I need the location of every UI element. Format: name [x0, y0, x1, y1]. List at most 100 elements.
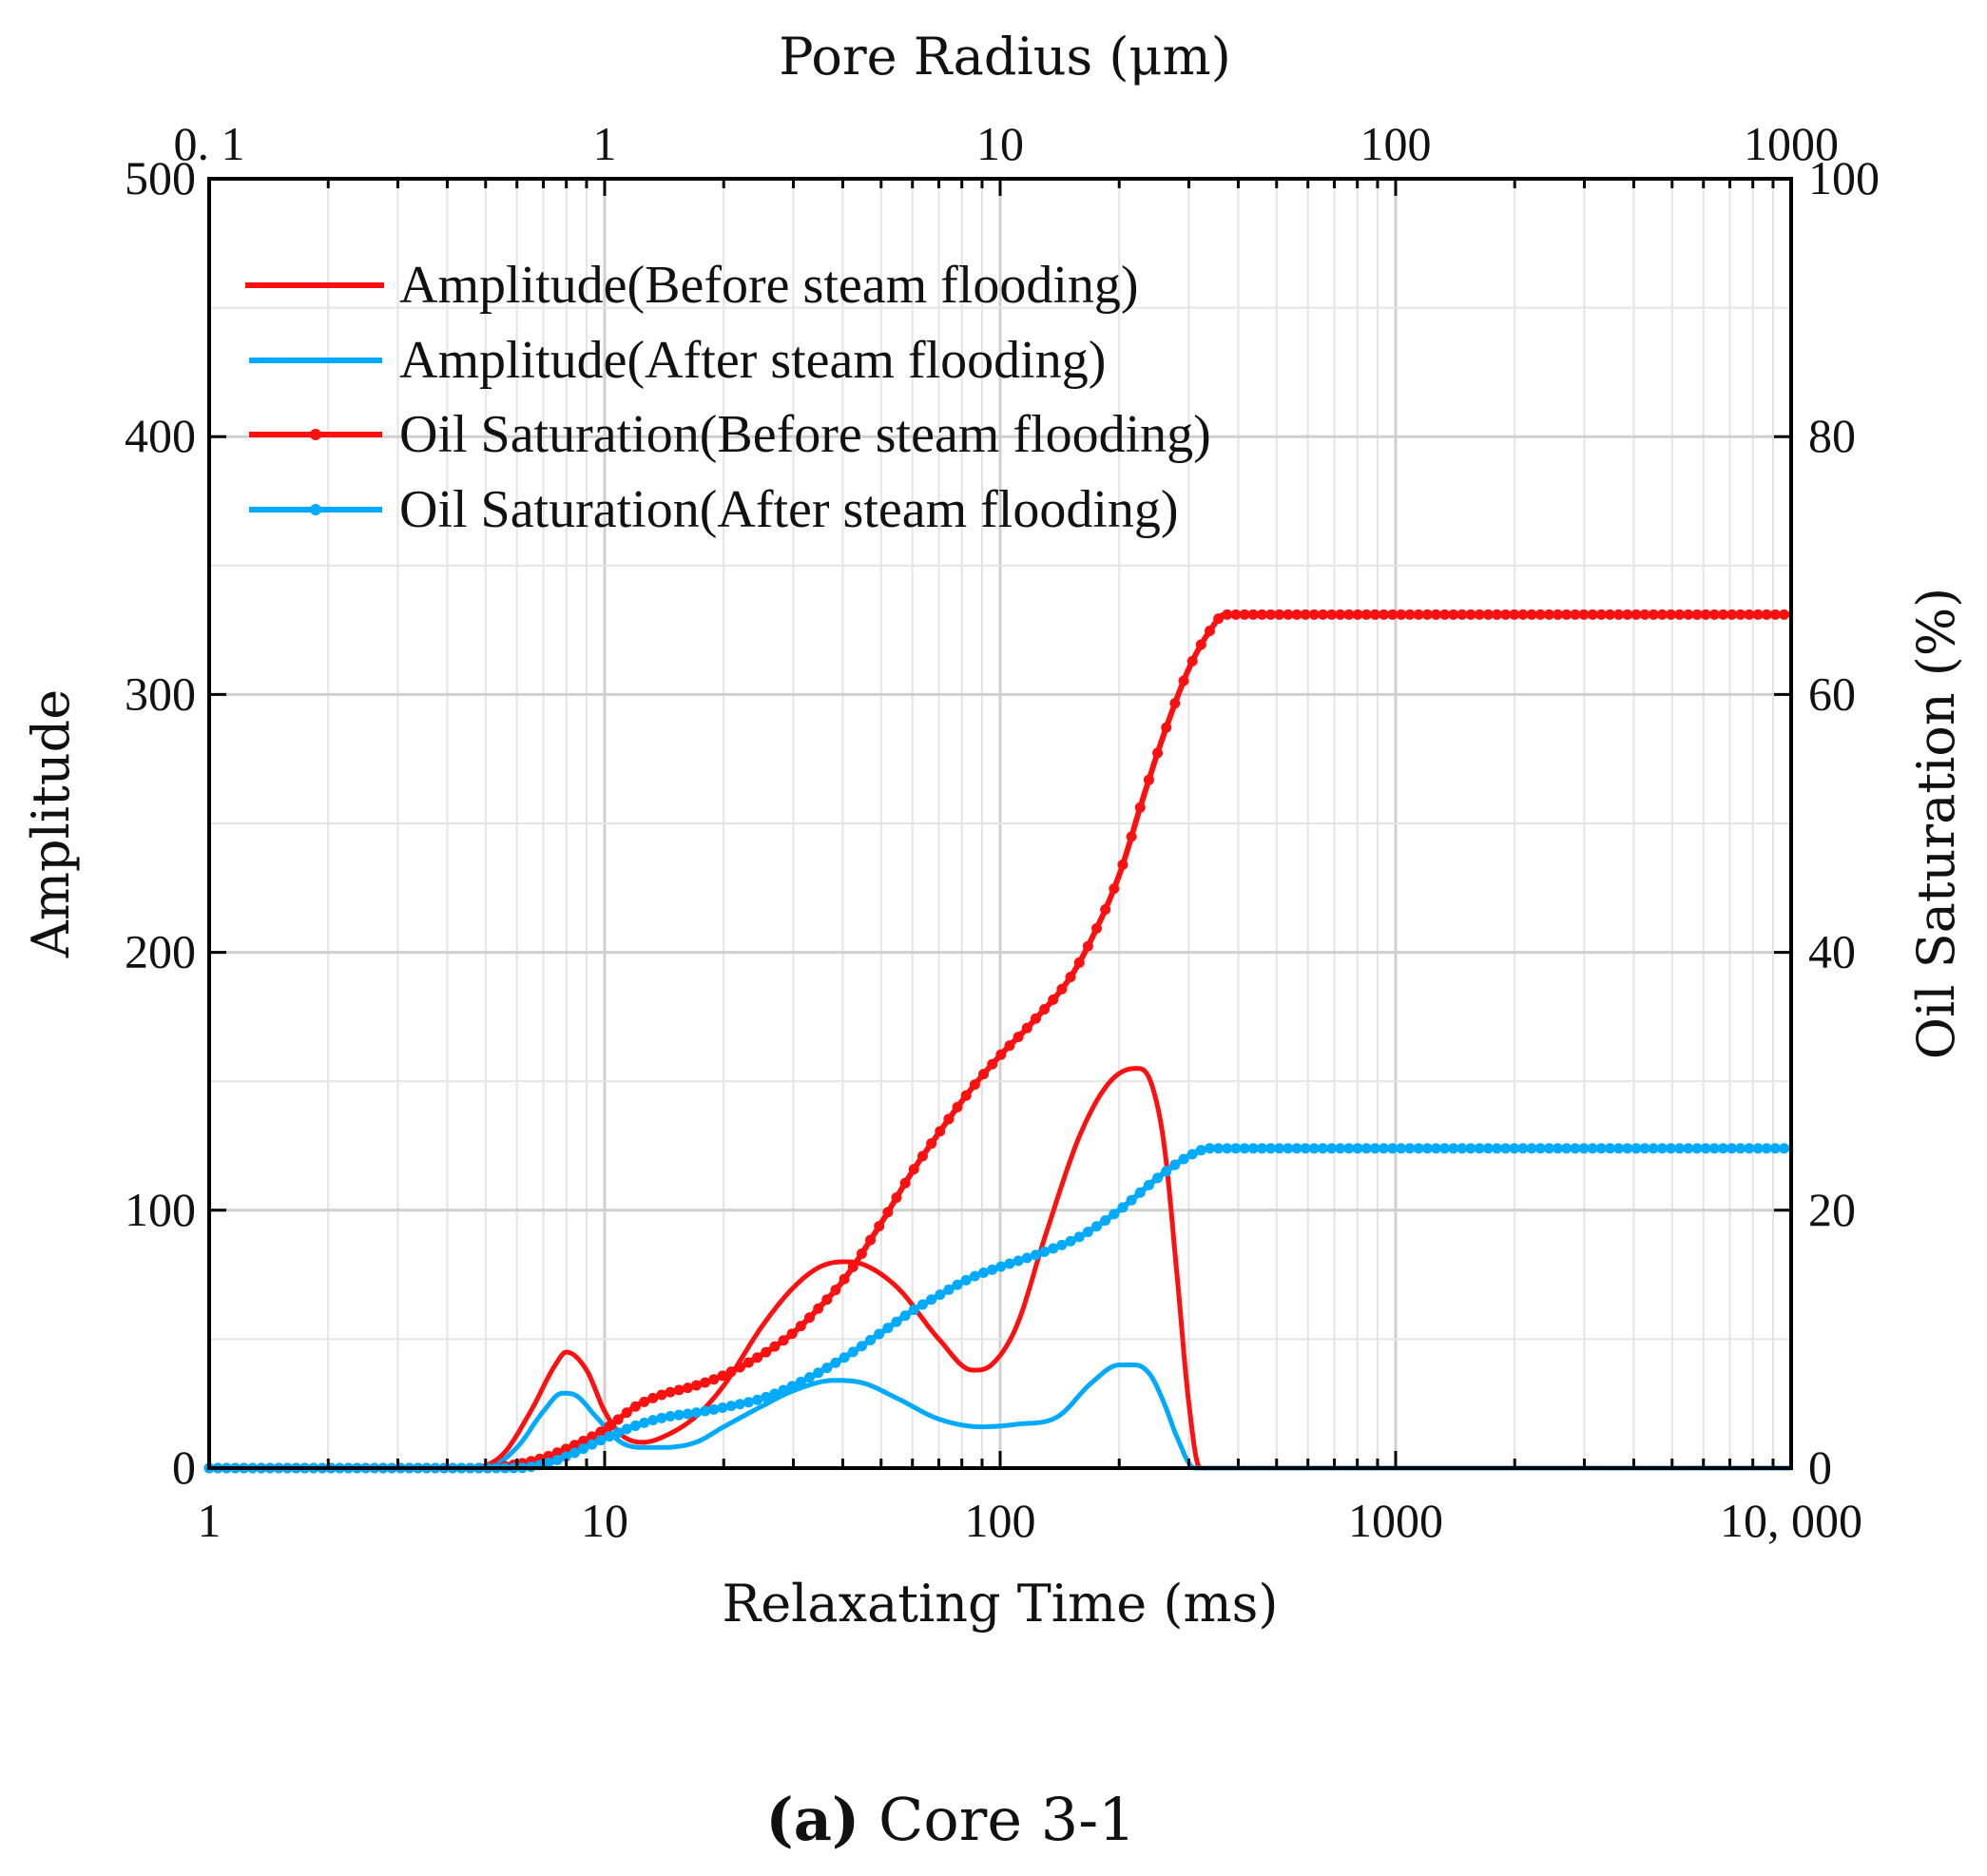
data-point — [1421, 1143, 1433, 1154]
top-axis-title: Pore Radius (μm) — [779, 27, 1231, 87]
data-point — [1553, 609, 1564, 620]
data-point — [995, 1049, 1007, 1060]
data-point — [1700, 609, 1711, 620]
data-point — [1639, 609, 1650, 620]
legend-label: Amplitude(Before steam flooding) — [399, 256, 1139, 315]
data-point — [1274, 609, 1285, 620]
data-point — [1091, 922, 1103, 934]
data-point — [1622, 609, 1633, 620]
data-point — [1752, 1143, 1764, 1154]
data-point — [1735, 609, 1746, 620]
data-point — [1352, 1143, 1363, 1154]
data-point — [1727, 609, 1738, 620]
data-point — [1761, 1143, 1772, 1154]
data-point — [1387, 609, 1399, 620]
data-point — [795, 1376, 806, 1387]
data-point — [1656, 1143, 1668, 1154]
data-point — [908, 1164, 919, 1175]
data-point — [1708, 609, 1720, 620]
x2-tick-label: 0. 1 — [174, 117, 245, 170]
data-point — [839, 1352, 850, 1363]
data-point — [1553, 1143, 1564, 1154]
data-point — [1021, 1252, 1032, 1264]
data-point — [1317, 1143, 1328, 1154]
data-point — [1474, 609, 1485, 620]
data-point — [821, 1294, 833, 1305]
data-point — [1065, 1235, 1076, 1247]
data-point — [1717, 1143, 1728, 1154]
data-point — [1291, 609, 1302, 620]
data-point — [916, 1299, 928, 1310]
data-point — [1691, 1143, 1703, 1154]
data-point — [682, 1383, 693, 1394]
data-point — [803, 1372, 815, 1383]
data-point — [1491, 609, 1502, 620]
data-point — [725, 1401, 737, 1412]
data-point — [865, 1234, 877, 1246]
grid — [207, 179, 1791, 1468]
data-point — [1769, 1143, 1781, 1154]
y-axis-title: Amplitude — [21, 689, 81, 958]
data-point — [1534, 1143, 1546, 1154]
data-point — [1204, 625, 1215, 636]
data-point — [1683, 1143, 1694, 1154]
data-point — [1421, 609, 1433, 620]
data-point — [717, 1402, 728, 1414]
data-point — [1360, 1143, 1372, 1154]
data-point — [1082, 940, 1093, 952]
data-point — [1717, 609, 1728, 620]
data-point — [943, 1113, 955, 1125]
data-point — [856, 1248, 867, 1260]
data-point — [1465, 609, 1476, 620]
data-point — [1465, 1143, 1476, 1154]
data-point — [1352, 609, 1363, 620]
y2-axis-title: Oil Saturation (%) — [1906, 588, 1966, 1060]
data-point — [1396, 1143, 1407, 1154]
data-point — [1186, 1149, 1198, 1160]
data-point — [1230, 609, 1242, 620]
data-point — [1534, 609, 1546, 620]
data-point — [1039, 1247, 1051, 1258]
data-point — [725, 1366, 737, 1378]
data-point — [882, 1207, 894, 1218]
data-point — [639, 1396, 650, 1407]
x2-tick-label: 1000 — [1744, 117, 1839, 170]
data-point — [612, 1427, 624, 1439]
data-point — [604, 1431, 615, 1442]
data-point — [1213, 1143, 1225, 1154]
data-point — [1308, 1143, 1320, 1154]
data-point — [1595, 609, 1607, 620]
x-tick-label: 10 — [581, 1494, 628, 1547]
data-point — [1152, 1172, 1164, 1184]
x-tick-label: 10, 000 — [1720, 1494, 1862, 1547]
data-point — [647, 1392, 659, 1403]
data-point — [1648, 1143, 1659, 1154]
data-point — [1013, 1255, 1024, 1267]
data-point — [1570, 609, 1581, 620]
data-point — [673, 1409, 685, 1421]
data-point — [752, 1352, 763, 1363]
caption: (a) Core 3-1 — [765, 1785, 1135, 1854]
data-point — [1691, 609, 1703, 620]
data-point — [1517, 609, 1529, 620]
data-point — [691, 1380, 703, 1391]
data-point — [952, 1279, 963, 1290]
x-tick-label: 100 — [965, 1494, 1036, 1547]
data-point — [1222, 1143, 1233, 1154]
data-point — [691, 1407, 703, 1419]
data-point — [1561, 609, 1572, 620]
data-point — [587, 1431, 598, 1442]
data-point — [978, 1069, 990, 1080]
data-point — [1186, 655, 1198, 667]
data-point — [1509, 609, 1520, 620]
data-point — [560, 1443, 571, 1455]
data-point — [1178, 675, 1189, 687]
data-point — [1169, 698, 1181, 709]
data-point — [1396, 609, 1407, 620]
data-point — [1013, 1032, 1024, 1043]
data-point — [717, 1370, 728, 1382]
data-point — [908, 1305, 919, 1316]
data-point — [578, 1435, 589, 1446]
